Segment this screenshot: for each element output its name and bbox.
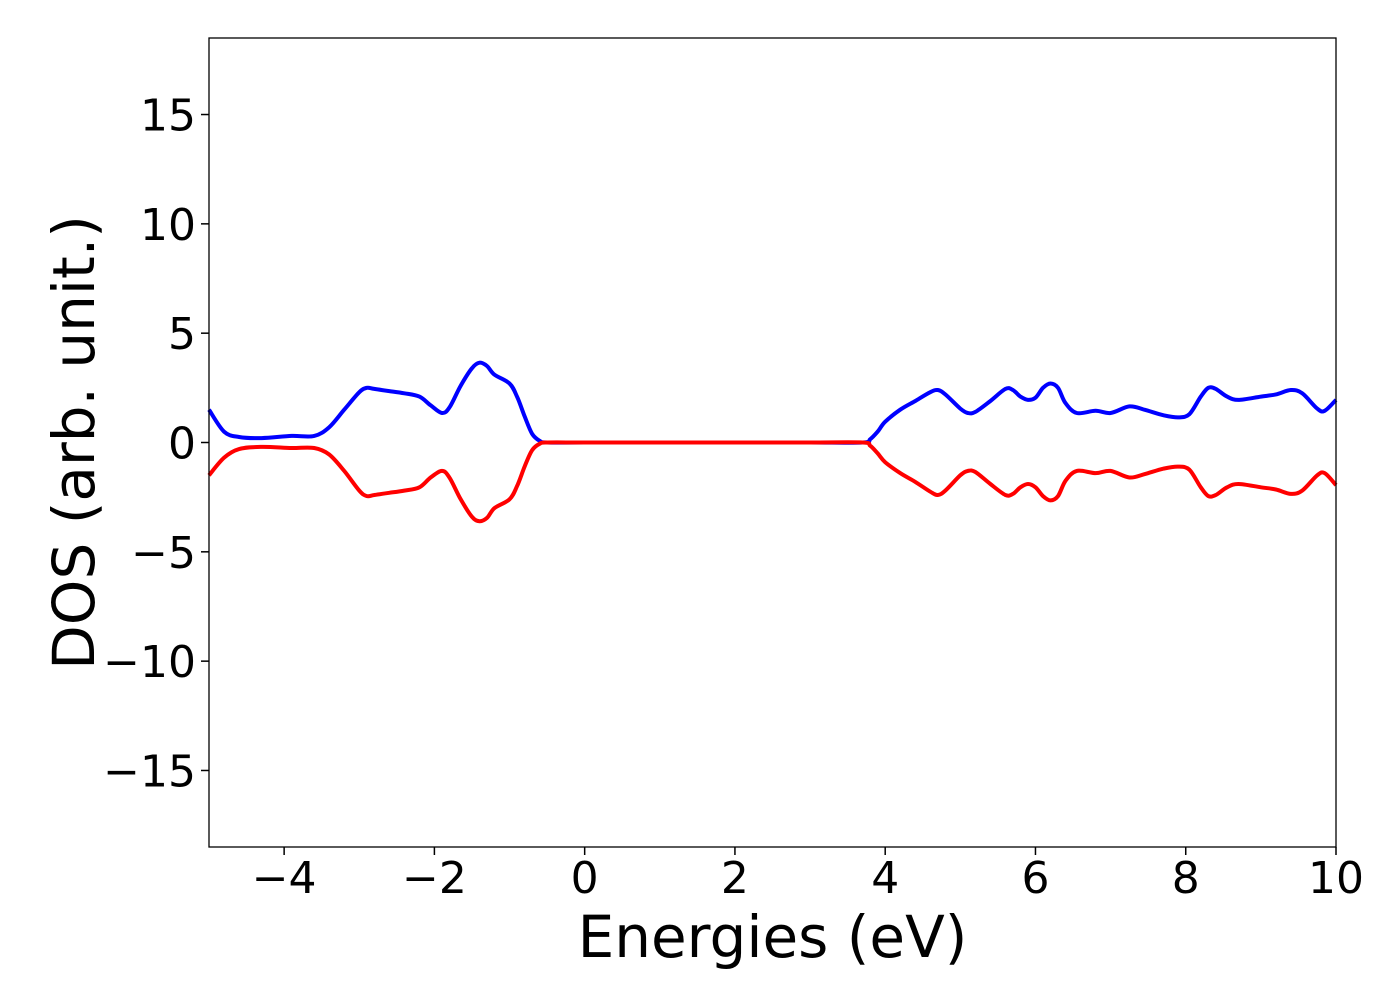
y-tick-label: 15: [140, 91, 196, 142]
y-tick-label: 0: [168, 419, 196, 470]
x-tick-label: 8: [1172, 853, 1200, 904]
dos-series-positive-line: [207, 360, 1338, 445]
x-tick-label: 0: [571, 853, 599, 904]
y-tick-label: −5: [131, 528, 196, 579]
x-tick-label: 2: [721, 853, 749, 904]
x-tick-label: −2: [402, 853, 467, 904]
series-layer: [207, 360, 1338, 524]
x-axis-ticks: −4 −2 0 2 4 6 8 10: [252, 847, 1364, 904]
y-axis-label: DOS (arb. unit.): [40, 215, 108, 670]
x-tick-label: 10: [1308, 853, 1364, 904]
x-tick-label: 6: [1021, 853, 1049, 904]
y-tick-label: −15: [103, 746, 196, 797]
y-tick-label: −10: [103, 637, 196, 688]
y-tick-label: 5: [168, 309, 196, 360]
y-axis-ticks: −15 −10 −5 0 5 10 15: [103, 91, 209, 797]
x-axis-label: Energies (eV): [578, 903, 968, 971]
x-tick-label: 4: [871, 853, 899, 904]
dos-series-negative-line: [207, 440, 1338, 524]
x-tick-label: −4: [252, 853, 317, 904]
y-tick-label: 10: [140, 200, 196, 251]
